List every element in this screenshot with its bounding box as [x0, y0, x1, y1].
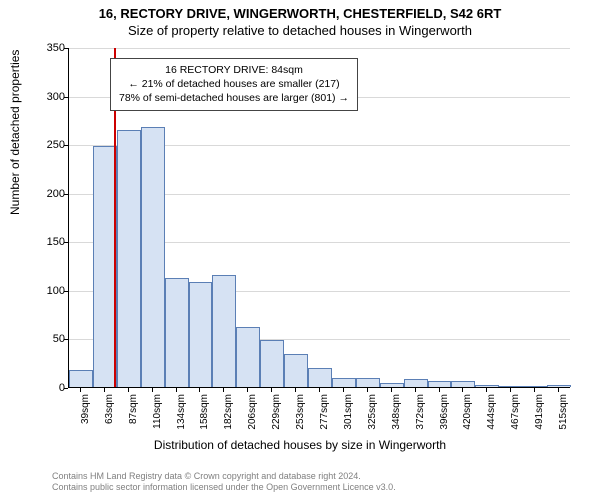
- y-tick-mark: [64, 291, 68, 292]
- x-tick-label: 348sqm: [391, 394, 402, 444]
- attribution-text: Contains HM Land Registry data © Crown c…: [52, 471, 396, 494]
- histogram-bar: [404, 379, 428, 387]
- histogram-bar: [475, 385, 499, 387]
- y-tick-label: 200: [35, 188, 65, 200]
- x-tick-mark: [367, 388, 368, 392]
- histogram-bar: [165, 278, 189, 387]
- y-tick-mark: [64, 97, 68, 98]
- x-tick-mark: [104, 388, 105, 392]
- x-tick-label: 229sqm: [271, 394, 282, 444]
- x-tick-label: 134sqm: [176, 394, 187, 444]
- y-tick-mark: [64, 145, 68, 146]
- x-tick-mark: [343, 388, 344, 392]
- x-tick-mark: [319, 388, 320, 392]
- histogram-bar: [380, 383, 404, 387]
- y-tick-label: 100: [35, 285, 65, 297]
- histogram-bar: [69, 370, 93, 387]
- x-tick-label: 515sqm: [558, 394, 569, 444]
- x-tick-mark: [271, 388, 272, 392]
- y-tick-label: 150: [35, 236, 65, 248]
- histogram-bar: [428, 381, 452, 387]
- y-tick-label: 50: [35, 333, 65, 345]
- histogram-bar: [308, 368, 332, 387]
- x-tick-mark: [415, 388, 416, 392]
- histogram-bar: [117, 130, 141, 387]
- x-tick-label: 39sqm: [80, 394, 91, 444]
- histogram-bar: [523, 386, 547, 387]
- y-tick-mark: [64, 388, 68, 389]
- callout-line1: 16 RECTORY DRIVE: 84sqm: [119, 63, 349, 77]
- x-tick-mark: [510, 388, 511, 392]
- x-tick-mark: [534, 388, 535, 392]
- y-axis-label: Number of detached properties: [8, 50, 22, 215]
- x-tick-label: 110sqm: [152, 394, 163, 444]
- y-tick-label: 300: [35, 91, 65, 103]
- callout-line2: ← 21% of detached houses are smaller (21…: [119, 77, 349, 91]
- x-tick-mark: [486, 388, 487, 392]
- y-tick-mark: [64, 48, 68, 49]
- x-tick-mark: [199, 388, 200, 392]
- x-tick-label: 158sqm: [199, 394, 210, 444]
- x-tick-mark: [439, 388, 440, 392]
- x-tick-label: 206sqm: [247, 394, 258, 444]
- callout-box: 16 RECTORY DRIVE: 84sqm ← 21% of detache…: [110, 58, 358, 111]
- y-tick-label: 0: [35, 382, 65, 394]
- x-tick-label: 444sqm: [486, 394, 497, 444]
- histogram-bar: [451, 381, 475, 387]
- x-tick-label: 182sqm: [223, 394, 234, 444]
- chart-title-subtitle: Size of property relative to detached ho…: [0, 21, 600, 38]
- histogram-bar: [141, 127, 165, 387]
- x-tick-label: 301sqm: [343, 394, 354, 444]
- histogram-bar: [547, 385, 571, 387]
- y-tick-mark: [64, 339, 68, 340]
- histogram-bar: [189, 282, 213, 387]
- x-axis-label: Distribution of detached houses by size …: [0, 438, 600, 452]
- histogram-bar: [212, 275, 236, 387]
- x-tick-label: 63sqm: [104, 394, 115, 444]
- histogram-bar: [236, 327, 260, 387]
- x-tick-label: 325sqm: [367, 394, 378, 444]
- x-tick-label: 277sqm: [319, 394, 330, 444]
- y-tick-label: 350: [35, 42, 65, 54]
- gridline: [69, 48, 570, 49]
- histogram-bar: [260, 340, 284, 387]
- y-tick-mark: [64, 194, 68, 195]
- histogram-bar: [332, 378, 356, 387]
- x-tick-label: 467sqm: [510, 394, 521, 444]
- histogram-bar: [284, 354, 308, 387]
- y-tick-label: 250: [35, 139, 65, 151]
- x-tick-mark: [176, 388, 177, 392]
- x-tick-label: 491sqm: [534, 394, 545, 444]
- chart-title-address: 16, RECTORY DRIVE, WINGERWORTH, CHESTERF…: [0, 0, 600, 21]
- attribution-line1: Contains HM Land Registry data © Crown c…: [52, 471, 396, 483]
- callout-line3: 78% of semi-detached houses are larger (…: [119, 91, 349, 105]
- x-tick-mark: [80, 388, 81, 392]
- x-tick-mark: [223, 388, 224, 392]
- x-tick-mark: [128, 388, 129, 392]
- histogram-bar: [499, 386, 523, 387]
- x-tick-label: 87sqm: [128, 394, 139, 444]
- x-tick-label: 420sqm: [462, 394, 473, 444]
- x-tick-label: 253sqm: [295, 394, 306, 444]
- x-tick-mark: [391, 388, 392, 392]
- x-tick-mark: [247, 388, 248, 392]
- histogram-bar: [356, 378, 380, 387]
- attribution-line2: Contains public sector information licen…: [52, 482, 396, 494]
- x-tick-label: 372sqm: [415, 394, 426, 444]
- x-tick-mark: [295, 388, 296, 392]
- x-tick-mark: [152, 388, 153, 392]
- y-tick-mark: [64, 242, 68, 243]
- x-tick-label: 396sqm: [439, 394, 450, 444]
- x-tick-mark: [462, 388, 463, 392]
- x-tick-mark: [558, 388, 559, 392]
